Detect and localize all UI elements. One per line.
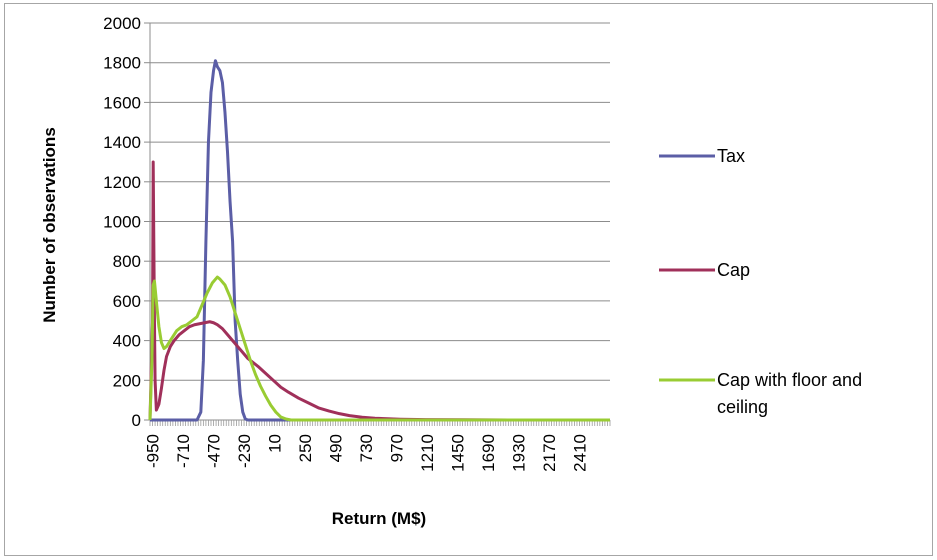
- legend-label-cap-floor-ceiling-line1: Cap with floor and: [717, 370, 862, 390]
- y-tick-label: 1600: [103, 93, 141, 112]
- legend-label-tax: Tax: [717, 146, 745, 166]
- gridlines: [150, 22, 610, 381]
- x-tick-label: 490: [327, 434, 346, 462]
- x-tick-label: 1210: [418, 434, 437, 472]
- y-tick-label: 1200: [103, 173, 141, 192]
- x-tick-label: -950: [144, 434, 163, 468]
- y-tick-label: 2000: [103, 14, 141, 33]
- x-tick-label: 1930: [510, 434, 529, 472]
- x-tick-label: 10: [266, 434, 285, 453]
- y-tick-label: 0: [132, 411, 141, 430]
- series-line-tax: [150, 59, 610, 422]
- axes: [144, 22, 611, 426]
- y-tick-labels: 0 200 400 600 800 1000 1200 1400 1600 1800 2000: [103, 14, 141, 430]
- x-tick-label: -470: [205, 434, 224, 468]
- x-tick-label: 1450: [449, 434, 468, 472]
- x-tick-labels: -950 -710 -470 -230 10 250 490 730 970 1210 1450 16…: [144, 434, 590, 472]
- series-line-cap: [148, 160, 610, 422]
- legend-label-cap-floor-ceiling-line2: ceiling: [717, 397, 768, 417]
- x-tick-label: 1690: [479, 434, 498, 472]
- x-tick-label: -710: [174, 434, 193, 468]
- series-lines: [148, 59, 610, 422]
- x-tick-label: 2170: [540, 434, 559, 472]
- x-axis-title: Return (M$): [332, 509, 426, 528]
- x-tick-label: -230: [235, 434, 254, 468]
- x-tick-label: 730: [357, 434, 376, 462]
- y-tick-label: 1400: [103, 133, 141, 152]
- y-tick-label: 1000: [103, 213, 141, 232]
- series-line-cap-floor-ceiling: [148, 275, 610, 422]
- x-tick-label: 2410: [571, 434, 590, 472]
- x-tick-label: 970: [388, 434, 407, 462]
- y-tick-label: 200: [113, 371, 141, 390]
- y-axis-title: Number of observations: [40, 127, 59, 323]
- legend: Tax Cap Cap with floor and ceiling: [659, 146, 862, 417]
- y-tick-label: 1800: [103, 54, 141, 73]
- chart-area: [4, 3, 933, 556]
- y-tick-label: 400: [113, 332, 141, 351]
- y-tick-label: 600: [113, 292, 141, 311]
- y-tick-label: 800: [113, 252, 141, 271]
- x-tick-label: 250: [296, 434, 315, 462]
- legend-label-cap: Cap: [717, 260, 750, 280]
